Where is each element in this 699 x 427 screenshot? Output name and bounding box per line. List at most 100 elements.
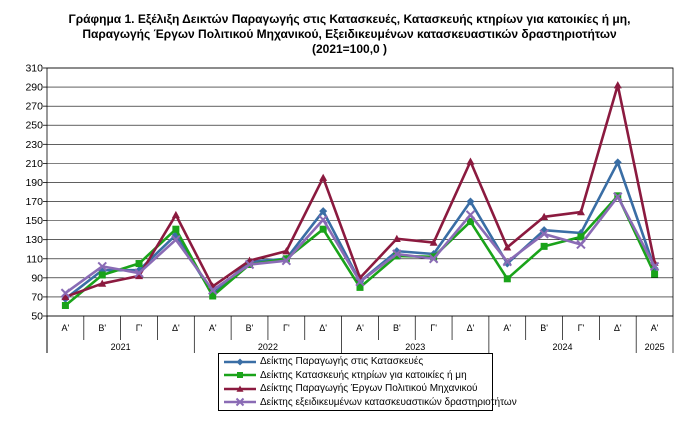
series-3-point [613,81,622,89]
x-quarter-label: Α' [62,323,70,333]
legend-item-3: Δείκτης Παραγωγής Έργων Πολιτικού Μηχανι… [223,382,492,396]
x-year-label: 2024 [553,342,573,352]
series-4-point-b [281,255,292,266]
series-4-point [171,234,181,245]
series-4-point-b [134,268,144,278]
y-tick-label: 70 [31,291,43,303]
series-2-point [61,302,69,310]
x-quarter-label: Γ' [578,323,585,333]
legend-swatch-marker [237,372,243,379]
series-2-point [135,260,143,268]
y-tick-label: 90 [31,272,43,284]
series-4-point [428,254,439,264]
chart-title-line-3: (2021=100,0 ) [311,42,388,56]
y-tick-label: 310 [25,63,43,75]
series-3-point [503,243,512,251]
x-quarter-label: Β' [246,323,254,333]
series-2-point [393,252,401,260]
series-4-point [281,255,292,266]
series-4-point-b [649,261,660,272]
x-quarter-label: Δ' [319,323,327,333]
chart-title-line-2: Παραγωγής Έργων Πολιτικού Μηχανικού, Εξε… [82,27,617,41]
plot-area [46,67,674,317]
x-quarter-label: Α' [503,323,511,333]
series-4-point-b [502,256,513,267]
y-tick-label: 230 [25,139,43,151]
series-4-point [613,192,623,202]
axes [43,67,674,353]
legend-item-1: Δείκτης Παραγωγής στις Κατασκευές [223,355,492,369]
series-2-point [466,218,474,226]
legend-label-3: Δείκτης Παραγωγής Έργων Πολιτικού Μηχανι… [260,383,478,395]
series-2-point [319,225,327,233]
x-year-label: 2021 [111,342,131,352]
y-tick-label: 110 [26,253,43,265]
series-4-point-b [613,192,623,202]
series-3-point [319,173,328,181]
series-4-point-b [171,234,181,245]
series-2-point [356,283,364,291]
series-3-point [171,210,180,219]
series-4-point-b [97,261,107,272]
series-4-point [318,214,328,225]
series-2-point [577,233,585,241]
series-3-point [135,271,144,280]
series-4-point-b [318,214,328,225]
series-3-point [429,238,438,246]
series-2-point [172,225,180,233]
series-4-point-b [428,254,439,264]
legend-swatch-marker [235,398,245,407]
series-1-point [466,197,475,206]
series-2-point [540,242,548,250]
series-4-point [97,261,107,272]
series-1-point [613,158,622,167]
series-4-point-b [465,210,476,220]
y-tick-label: 250 [25,120,43,132]
y-tick-label: 270 [25,101,43,113]
x-quarter-label: Α' [209,323,217,333]
series-4-point [539,229,549,239]
legend-label-4: Δείκτης εξειδικευμένων κατασκευαστικών δ… [260,396,517,408]
series-4-point-b [576,239,586,250]
x-quarter-label: Γ' [430,323,437,333]
series-4-point-b [392,249,402,259]
series-3-point [98,279,107,287]
series-1-point [319,207,328,216]
axis-labels: 50 70 90 110 130 150 170 190 210 230 250 270 290 310 Α… [25,63,664,353]
x-quarter-label: Β' [393,323,401,333]
y-tick-label: 150 [25,215,43,227]
series-2-point [98,271,106,279]
x-year-label: 2025 [645,342,665,352]
series-4-point-b [207,285,218,295]
y-tick-label: 190 [25,177,43,189]
x-quarter-label: Γ' [136,323,143,333]
legend-label-1: Δείκτης Παραγωγής στις Κατασκευές [260,356,424,368]
legend-swatch-3 [224,385,256,392]
chart-title: Γράφημα 1. Εξέλιξη Δεικτών Παραγωγής στι… [0,12,699,57]
series-4-point [134,268,144,278]
series-2-point [651,270,659,278]
y-tick-label: 170 [25,196,43,208]
x-quarter-label: Δ' [172,323,180,333]
series-3-point [466,157,475,165]
series-4-point-b [60,288,71,298]
x-quarter-label: Α' [651,323,659,333]
legend-swatch-1 [224,358,256,366]
series-4-point [355,276,365,287]
legend-swatch-marker [236,358,244,366]
series-4-point [244,259,255,270]
series-4-point [649,261,660,272]
legend-swatch-4 [224,398,256,407]
series-3-point [282,247,291,255]
series-3-point [61,292,70,301]
series-4-point-b [355,276,365,287]
series-4-point [207,285,218,295]
y-tick-label: 130 [25,234,43,246]
x-year-label: 2022 [258,342,278,352]
legend-item-4: Δείκτης εξειδικευμένων κατασκευαστικών δ… [223,396,517,410]
y-tick-label: 210 [25,158,43,170]
series-4-point-b [244,259,255,270]
y-tick-label: 50 [31,311,43,323]
chart-title-line-1: Γράφημα 1. Εξέλιξη Δεικτών Παραγωγής στι… [68,12,631,26]
series-4-point-b [539,229,549,239]
